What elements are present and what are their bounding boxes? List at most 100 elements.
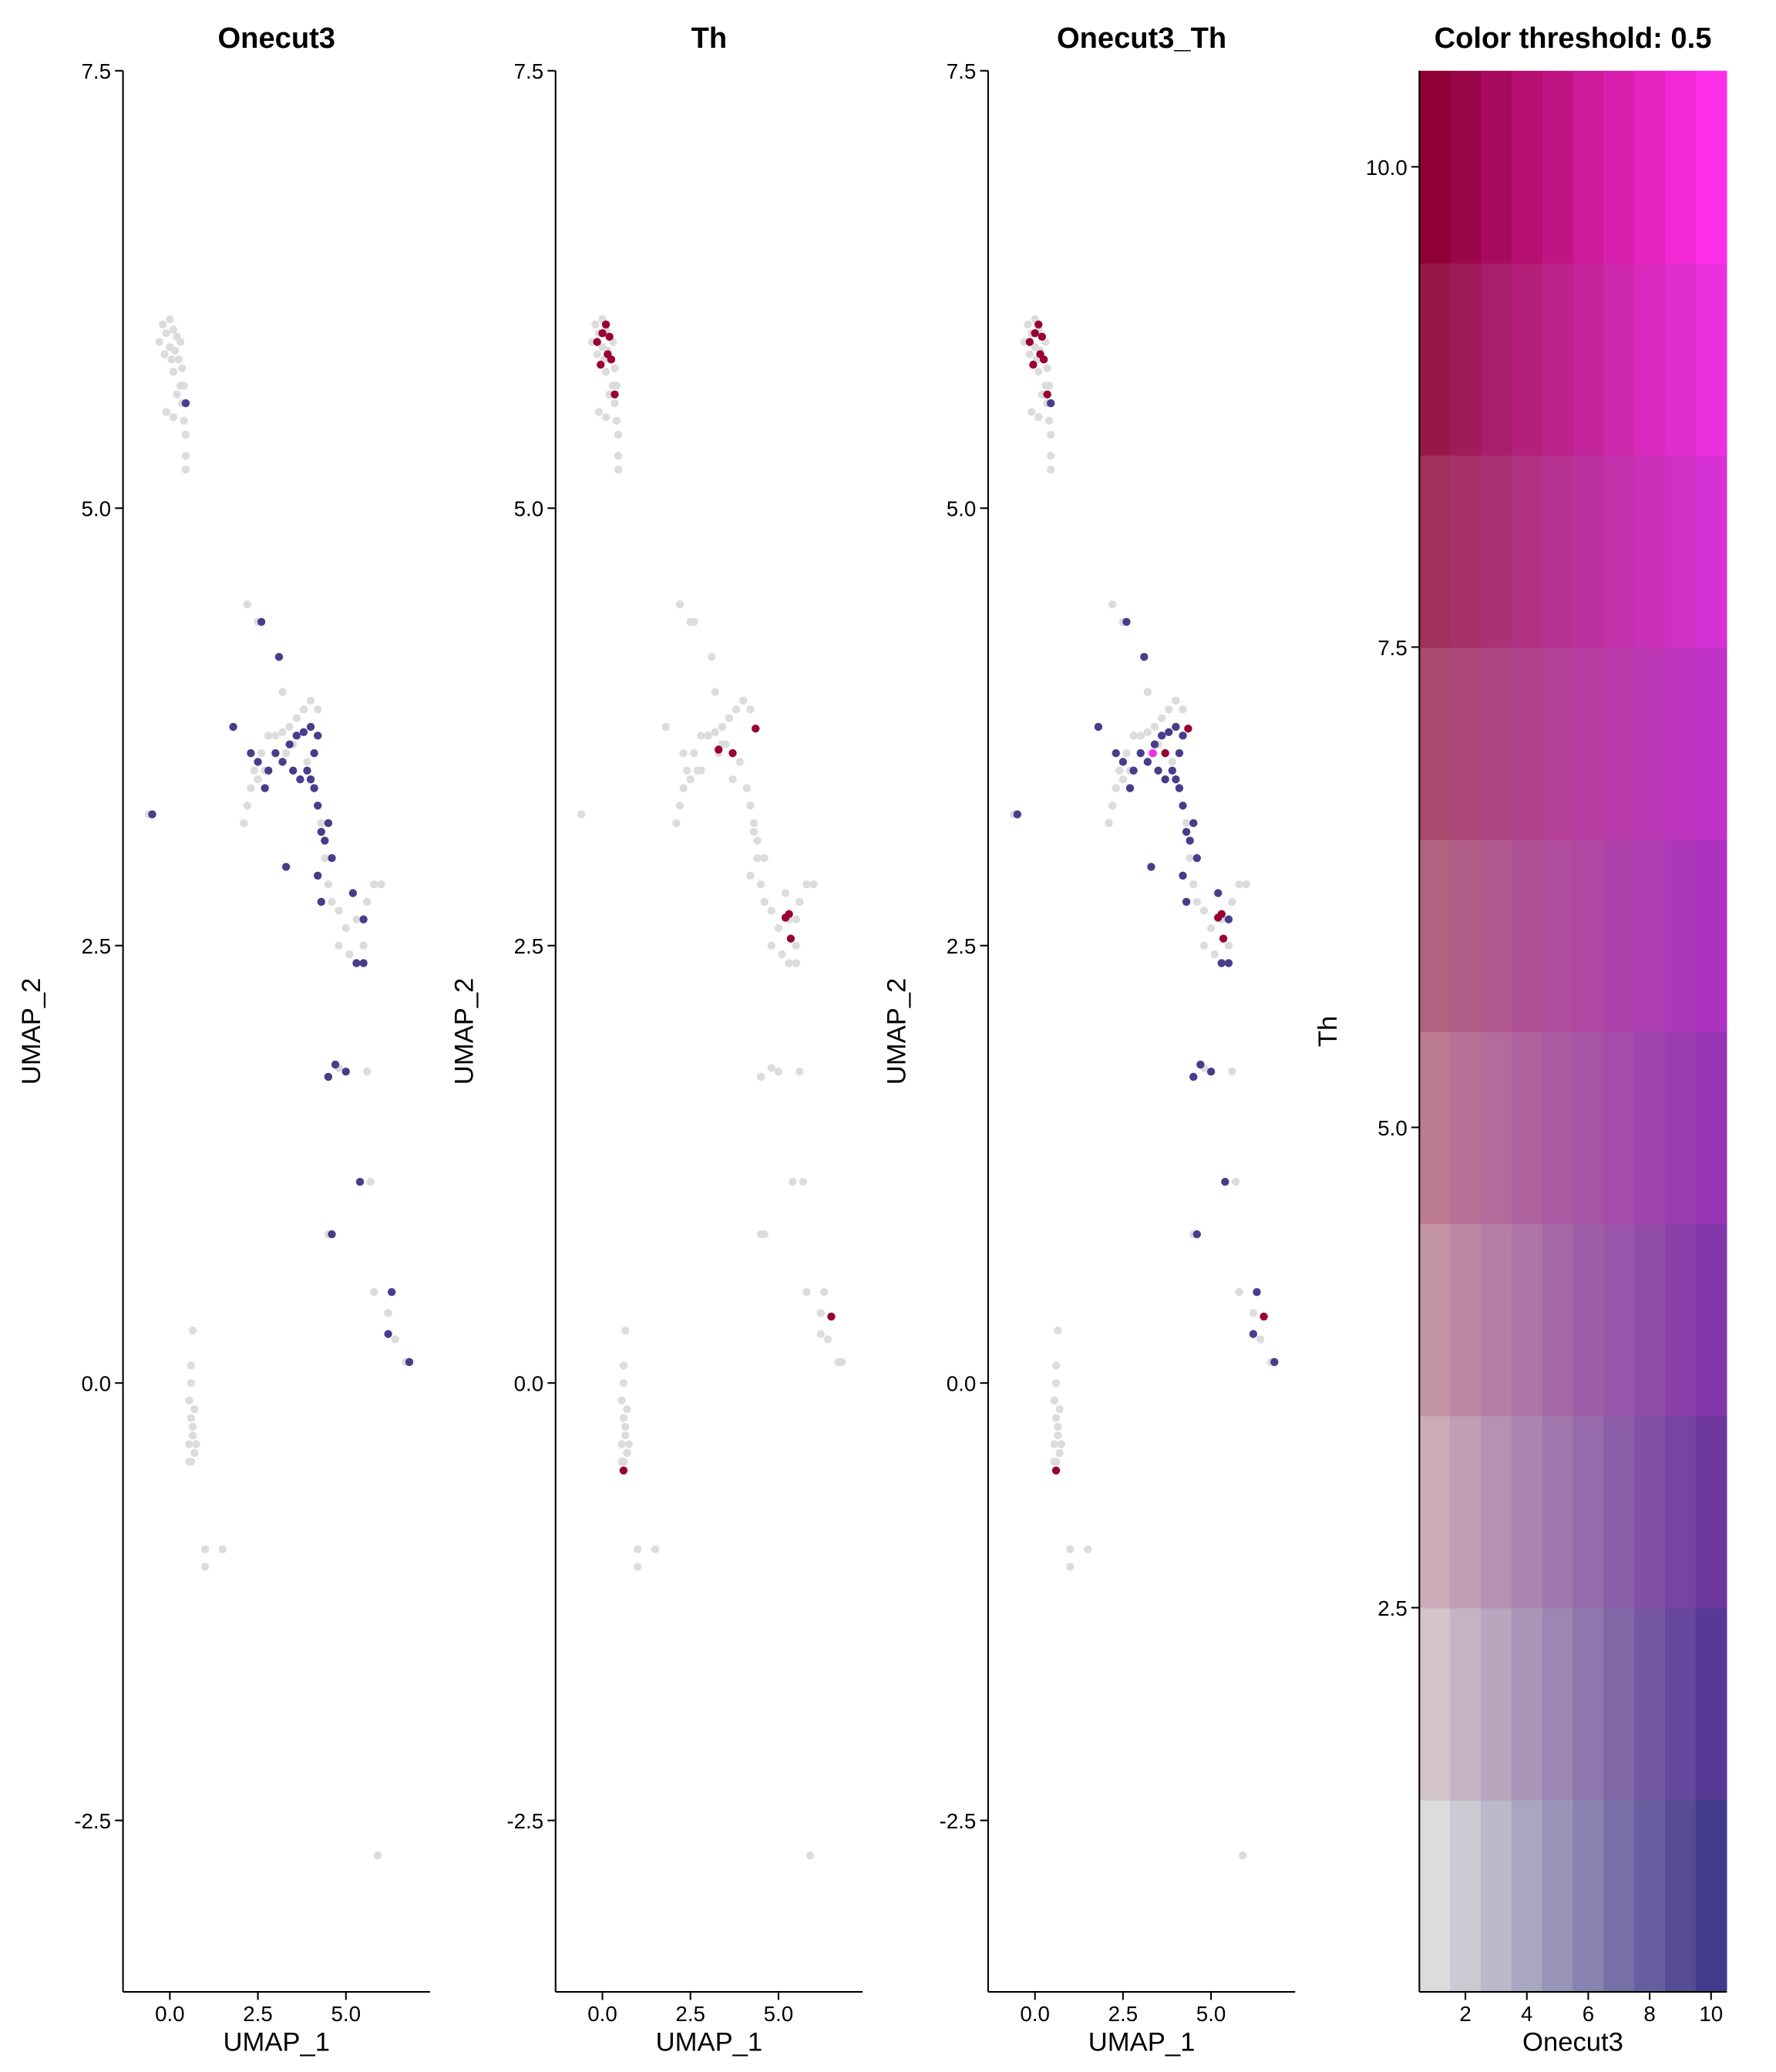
point [679, 748, 688, 758]
point [633, 1545, 642, 1554]
point [1143, 758, 1152, 766]
point [1051, 1361, 1061, 1370]
x-tick-label: 5.0 [1196, 2002, 1226, 2026]
point [1172, 696, 1180, 705]
heat-cell [1419, 1223, 1451, 1417]
point [617, 1458, 626, 1466]
point [1186, 854, 1194, 863]
point [352, 959, 361, 967]
heat-cell [1480, 455, 1512, 648]
point [614, 430, 623, 439]
point [774, 1067, 783, 1076]
y-tick-label: 7.5 [514, 59, 544, 83]
point [621, 1326, 630, 1335]
x-tick-label: 0.0 [587, 2002, 617, 2026]
point [285, 740, 294, 748]
point [384, 1330, 392, 1338]
point [1094, 722, 1103, 732]
point [617, 1396, 626, 1405]
point [314, 871, 322, 880]
point [317, 897, 325, 906]
point [162, 329, 170, 338]
heat-cell [1665, 1031, 1697, 1225]
point [728, 748, 737, 758]
point [749, 819, 758, 828]
point [820, 1287, 829, 1297]
point [1219, 934, 1228, 943]
point [278, 688, 287, 696]
x-tick-label: 10 [1699, 2002, 1723, 2026]
heat-cell [1695, 70, 1727, 264]
point [672, 819, 681, 828]
point [1214, 889, 1223, 897]
point [1199, 941, 1209, 950]
point [1189, 880, 1198, 889]
point [1050, 1396, 1058, 1405]
heat-cell [1450, 839, 1482, 1032]
point [607, 355, 616, 364]
point [299, 705, 308, 714]
y-tick-label: 2.5 [81, 934, 111, 958]
heat-cell [1572, 1415, 1605, 1609]
point [774, 923, 783, 933]
point [1112, 748, 1120, 758]
point [1149, 748, 1157, 758]
x-tick-label: 8 [1643, 2002, 1655, 2026]
point [617, 1440, 626, 1448]
heat-cell [1511, 1607, 1543, 1801]
point [806, 1851, 815, 1860]
y-tick-label: 5.0 [1377, 1116, 1408, 1140]
point [373, 1851, 382, 1860]
point [796, 897, 804, 906]
y-axis-label: UMAP_2 [17, 978, 46, 1085]
point [271, 748, 280, 758]
point [335, 941, 343, 950]
point [1066, 1562, 1075, 1571]
point [1055, 1448, 1064, 1458]
point [760, 854, 769, 863]
point [1115, 766, 1124, 775]
heat-cell [1572, 1031, 1605, 1225]
heat-cell [1450, 70, 1482, 264]
point [355, 1177, 365, 1186]
point [752, 725, 760, 733]
point [624, 1440, 633, 1448]
point [247, 748, 255, 758]
point [1217, 959, 1226, 967]
point [781, 889, 790, 897]
point [162, 408, 170, 416]
heat-cell [1450, 647, 1482, 840]
heat-cell [1695, 263, 1727, 456]
x-tick-label: 5.0 [764, 2002, 794, 2026]
point [1025, 350, 1034, 358]
point [742, 784, 751, 792]
chart-title: Th [691, 22, 728, 55]
point [348, 889, 358, 897]
point [331, 1060, 340, 1069]
point [285, 722, 294, 732]
point [746, 705, 755, 714]
point [1112, 784, 1120, 792]
point [785, 959, 793, 967]
point [1034, 368, 1043, 376]
point [187, 1414, 195, 1422]
y-tick-label: 0.0 [947, 1372, 977, 1396]
heat-cell [1450, 1031, 1482, 1225]
point [690, 748, 698, 758]
point [1034, 320, 1043, 329]
point [1143, 728, 1152, 736]
point [187, 1378, 195, 1388]
heat-cell [1634, 263, 1666, 456]
point [173, 390, 181, 399]
point [362, 897, 372, 906]
point [200, 1545, 210, 1554]
y-tick-label: 2.5 [514, 934, 544, 958]
point [1024, 320, 1032, 329]
point [619, 1414, 628, 1422]
point [1143, 688, 1152, 696]
point [1038, 332, 1046, 341]
point [1168, 766, 1177, 775]
point [296, 775, 304, 784]
x-tick-label: 2.5 [675, 2002, 705, 2026]
point [1122, 748, 1131, 758]
